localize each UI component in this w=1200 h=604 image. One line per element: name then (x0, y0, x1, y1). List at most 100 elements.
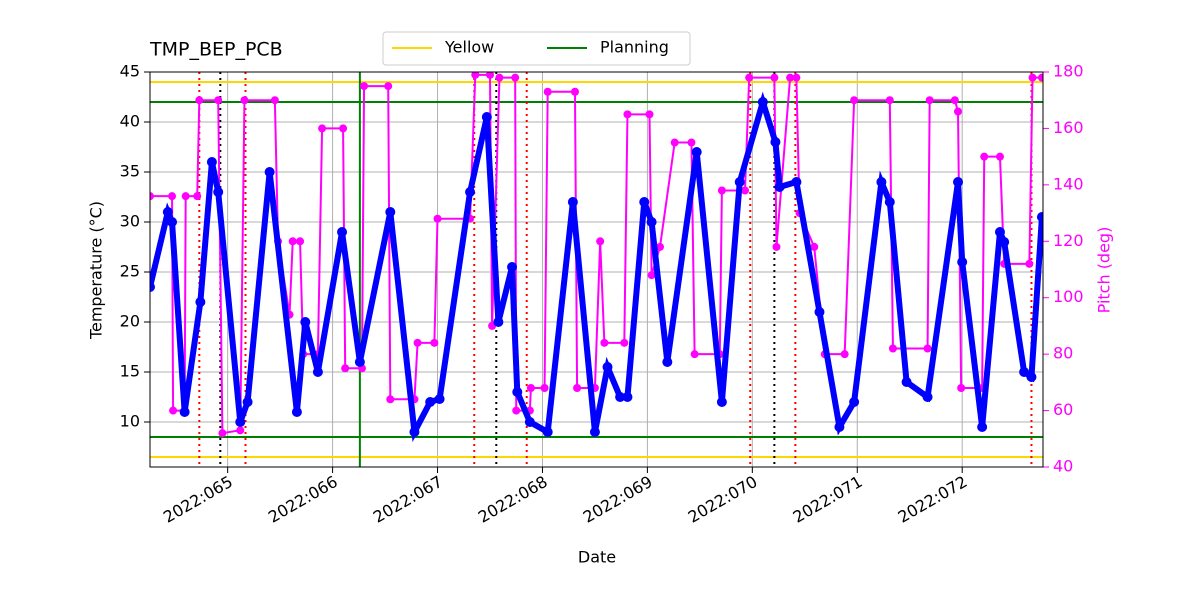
series (150, 91, 1043, 443)
point (772, 242, 781, 251)
x-tick-label: 2022:070 (685, 472, 761, 527)
series-line (150, 91, 1043, 443)
point (670, 138, 679, 147)
point (495, 73, 504, 82)
point (980, 152, 989, 161)
point (296, 237, 305, 246)
point (596, 237, 605, 246)
point (218, 429, 227, 438)
point (242, 397, 253, 407)
x-tick-label: 2022:071 (790, 472, 866, 527)
point (770, 137, 781, 147)
y-tick-label: 45 (120, 62, 140, 81)
y2-tick-label: 100 (1053, 287, 1084, 306)
y-tick-label: 15 (120, 362, 140, 381)
point (150, 192, 154, 201)
point (181, 192, 190, 201)
y-tick-label: 35 (120, 162, 140, 181)
y2-tick-label: 40 (1053, 457, 1073, 476)
point (485, 72, 494, 79)
point (288, 237, 297, 246)
point (567, 197, 578, 207)
x-tick-label: 2022:069 (580, 472, 656, 527)
point (493, 317, 504, 327)
legend-box (382, 31, 691, 66)
point (925, 96, 934, 105)
y2-tick-label: 180 (1053, 62, 1084, 81)
point (512, 406, 521, 415)
point (662, 357, 673, 367)
legend-label: Planning (600, 38, 669, 57)
point (923, 344, 932, 353)
point (168, 192, 177, 201)
point (957, 257, 968, 267)
y2-axis-label: Pitch (deg) (1095, 227, 1114, 314)
x-tick-label: 2022:066 (265, 472, 341, 527)
point (300, 317, 311, 327)
point (179, 407, 190, 417)
point (573, 384, 582, 392)
point (264, 167, 275, 177)
point (337, 227, 348, 237)
point (465, 187, 476, 197)
point (409, 427, 420, 437)
y-tick-label: 10 (120, 412, 140, 431)
point (354, 357, 365, 367)
point (235, 417, 246, 427)
point (524, 417, 535, 427)
point (740, 186, 749, 195)
point (615, 392, 626, 402)
point (734, 177, 745, 187)
point (602, 362, 613, 372)
point (957, 384, 966, 392)
point (876, 177, 887, 187)
point (647, 271, 656, 280)
y2-tick-label: 80 (1053, 344, 1073, 363)
y-tick-label: 30 (120, 212, 140, 231)
point (312, 367, 323, 377)
point (360, 82, 369, 91)
point (901, 377, 912, 387)
chart-title: TMP_BEP_PCB (149, 39, 283, 61)
point (1036, 212, 1043, 222)
point (954, 107, 963, 116)
point (167, 217, 178, 227)
point (481, 112, 492, 122)
point (542, 427, 553, 437)
point (384, 82, 393, 91)
point (206, 157, 217, 167)
y2-tick-label: 120 (1053, 231, 1084, 250)
point (433, 214, 442, 223)
point (995, 152, 1004, 161)
point (840, 350, 849, 359)
point (834, 422, 845, 432)
point (849, 397, 860, 407)
point (385, 207, 396, 217)
point (1037, 73, 1043, 82)
point (770, 73, 779, 82)
point (850, 96, 859, 105)
y-axis-label: Temperature (°C) (87, 201, 106, 340)
point (507, 262, 518, 272)
x-tick-label: 2022:067 (370, 472, 446, 527)
point (791, 177, 802, 187)
y-tick-label: 25 (120, 262, 140, 281)
point (757, 97, 768, 107)
point (717, 186, 726, 195)
point (1019, 367, 1030, 377)
point (240, 96, 249, 105)
point (774, 182, 785, 192)
point (884, 197, 895, 207)
y2-tick-label: 60 (1053, 400, 1073, 419)
point (162, 207, 173, 217)
point (540, 384, 549, 392)
point (999, 237, 1010, 247)
point (786, 73, 795, 82)
point (471, 72, 480, 79)
point (195, 297, 206, 307)
point (690, 350, 699, 359)
point (745, 73, 754, 82)
point (270, 96, 279, 105)
point (639, 197, 650, 207)
